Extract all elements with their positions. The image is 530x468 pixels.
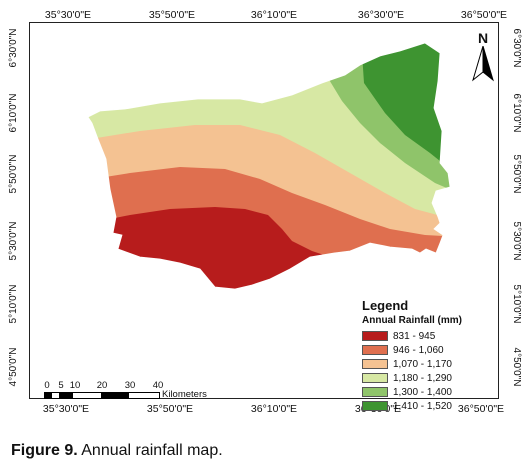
- legend-item: 946 - 1,060: [362, 343, 502, 357]
- legend-swatch: [362, 359, 388, 369]
- left-tick-label: 4°50'0"N: [8, 347, 19, 387]
- top-tick-label: 36°10'0"E: [250, 9, 298, 21]
- left-tick-label: 6°30'0"N: [8, 28, 19, 68]
- scale-bar: 0 5 10 20 30 40 Kilometers: [44, 380, 207, 400]
- bottom-tick-label: 35°30'0"E: [42, 403, 90, 415]
- legend-item-label: 1,180 - 1,290: [393, 372, 452, 384]
- region-outline: [87, 42, 451, 290]
- scale-bar-segments: [44, 392, 160, 399]
- legend-swatch: [362, 373, 388, 383]
- caption-label: Figure 9.: [11, 442, 78, 459]
- top-tick-label: 36°30'0"E: [357, 9, 405, 21]
- legend-item: 1,300 - 1,400: [362, 385, 502, 399]
- bottom-tick-label: 36°10'0"E: [250, 403, 298, 415]
- right-tick-label: 5°30'0"N: [511, 221, 522, 261]
- legend-title: Legend: [362, 298, 409, 313]
- scale-label: 0: [44, 380, 50, 391]
- legend-item: 1,180 - 1,290: [362, 371, 502, 385]
- right-tick-label: 5°10'0"N: [511, 284, 522, 324]
- top-tick-label: 35°50'0"E: [148, 9, 196, 21]
- scale-label: 20: [96, 380, 108, 391]
- scale-unit: Kilometers: [162, 389, 207, 400]
- legend-item-label: 946 - 1,060: [393, 344, 444, 356]
- zone-831-945: [88, 207, 450, 289]
- legend: Legend Annual Rainfall (mm) 831 - 945 946…: [362, 298, 502, 413]
- legend-item-label: 1,410 - 1,520: [393, 400, 452, 412]
- legend-swatch: [362, 401, 388, 411]
- legend-item: 1,410 - 1,520: [362, 399, 502, 413]
- top-tick-label: 36°50'0"E: [460, 9, 508, 21]
- legend-item: 1,070 - 1,170: [362, 357, 502, 371]
- bottom-tick-label: 35°50'0"E: [146, 403, 194, 415]
- legend-swatch: [362, 387, 388, 397]
- caption-text: Annual rainfall map.: [81, 442, 223, 459]
- scale-label: 10: [69, 380, 81, 391]
- scale-label: 30: [124, 380, 136, 391]
- legend-item: 831 - 945: [362, 329, 502, 343]
- legend-item-label: 1,070 - 1,170: [393, 358, 452, 370]
- legend-swatch: [362, 331, 388, 341]
- scale-labels: 0 5 10 20 30 40: [44, 380, 204, 391]
- bottom-tick-label: 36°50'0"E: [457, 403, 505, 415]
- right-tick-label: 6°30'0"N: [511, 28, 522, 68]
- map-frame: [29, 22, 499, 399]
- legend-subtitle: Annual Rainfall (mm): [362, 315, 463, 326]
- legend-swatch: [362, 345, 388, 355]
- right-tick-label: 4°50'0"N: [511, 347, 522, 387]
- scale-label: 5: [58, 380, 64, 391]
- scale-label: 40: [152, 380, 164, 391]
- left-tick-label: 5°30'0"N: [8, 221, 19, 261]
- north-arrow: N: [470, 30, 496, 82]
- figure-caption: Figure 9. Annual rainfall map.: [11, 442, 223, 460]
- north-arrow-label: N: [478, 30, 489, 46]
- left-tick-label: 5°10'0"N: [8, 284, 19, 324]
- north-arrow-icon: [472, 46, 494, 82]
- right-tick-label: 6°10'0"N: [511, 93, 522, 133]
- top-tick-label: 35°30'0"E: [44, 9, 92, 21]
- left-tick-label: 6°10'0"N: [8, 93, 19, 133]
- legend-item-label: 831 - 945: [393, 330, 436, 342]
- rainfall-map: [87, 42, 451, 290]
- right-tick-label: 5°50'0"N: [511, 154, 522, 194]
- legend-item-label: 1,300 - 1,400: [393, 386, 452, 398]
- legend-items: 831 - 945 946 - 1,060 1,070 - 1,170 1,180 -…: [362, 329, 502, 413]
- left-tick-label: 5°50'0"N: [8, 154, 19, 194]
